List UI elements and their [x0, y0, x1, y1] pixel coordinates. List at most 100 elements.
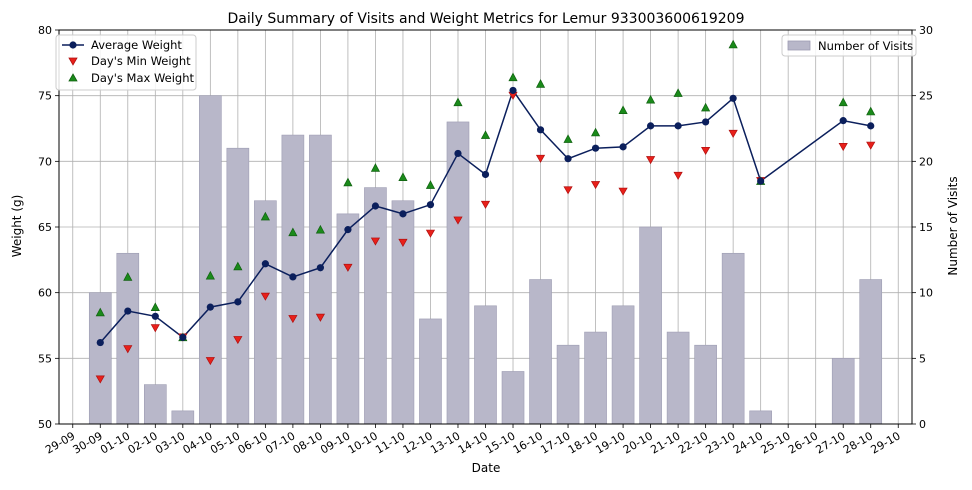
- avg-weight-point: [481, 170, 490, 179]
- min-weight-point: [123, 345, 133, 354]
- y-left-tick-label: 65: [38, 221, 52, 234]
- max-weight-point: [535, 79, 546, 88]
- y-right-tick-label: 20: [919, 155, 933, 168]
- y-right-tick-label: 5: [919, 352, 926, 365]
- legend-max-label: Day's Max Weight: [91, 71, 195, 85]
- visit-bar: [749, 410, 772, 425]
- avg-weight-point: [619, 143, 627, 151]
- max-weight-point: [618, 105, 628, 114]
- x-axis-label: Date: [472, 461, 501, 475]
- visit-bar: [199, 95, 222, 425]
- avg-weight-point: [839, 117, 847, 125]
- max-weight-point: [508, 72, 518, 82]
- min-weight-point: [480, 200, 491, 209]
- avg-weight-point: [702, 118, 710, 126]
- y-right-tick-label: 10: [919, 287, 933, 300]
- visit-bar: [419, 318, 442, 425]
- visit-bar: [309, 134, 332, 425]
- avg-weight-point: [316, 264, 325, 272]
- min-weight-point: [343, 263, 353, 272]
- min-weight-point: [398, 238, 408, 247]
- y-right-tick-label: 15: [919, 221, 933, 234]
- visit-bar: [721, 252, 745, 425]
- max-weight-point: [646, 94, 656, 104]
- y-left-tick-label: 60: [38, 287, 52, 300]
- visit-bar: [474, 305, 497, 425]
- y-left-tick-label: 55: [38, 352, 52, 365]
- max-weight-point: [205, 270, 215, 280]
- legend-visits-label: Number of Visits: [818, 39, 913, 53]
- min-weight-point: [563, 186, 573, 195]
- avg-weight-point: [509, 86, 517, 95]
- avg-weight-point: [151, 312, 159, 320]
- max-weight-point: [233, 261, 243, 271]
- avg-weight-point: [426, 201, 435, 209]
- max-weight-point: [453, 97, 463, 107]
- visit-bar: [859, 279, 883, 425]
- avg-weight-point: [646, 122, 655, 130]
- avg-weight-point: [454, 149, 462, 158]
- min-weight-point: [645, 156, 656, 165]
- y-left-tick-label: 80: [38, 24, 52, 37]
- visit-bar: [694, 344, 717, 425]
- visit-bar: [529, 279, 552, 425]
- max-weight-point: [288, 227, 298, 237]
- min-weight-point: [701, 146, 711, 156]
- legend-avg-marker-swatch: [69, 41, 77, 49]
- avg-weight-point: [867, 122, 875, 130]
- max-weight-point: [370, 163, 381, 172]
- min-weight-point: [260, 292, 270, 301]
- visit-bar: [556, 344, 580, 425]
- max-weight-point: [425, 180, 436, 189]
- legend-max-marker-swatch: [68, 73, 78, 82]
- legend-avg-label: Average Weight: [91, 38, 182, 52]
- y-left-tick-label: 50: [38, 418, 52, 431]
- visit-bar: [639, 226, 662, 425]
- avg-weight-point: [729, 94, 737, 102]
- max-weight-point: [150, 302, 160, 311]
- min-weight-point: [95, 375, 105, 384]
- avg-weight-point: [234, 298, 242, 306]
- min-weight-point: [205, 357, 215, 366]
- legend-visits: Number of Visits: [781, 34, 917, 57]
- visit-bar: [144, 384, 167, 425]
- visit-bar: [364, 187, 387, 425]
- marker-layer: [95, 39, 876, 384]
- max-weight-point: [260, 211, 270, 221]
- min-weight-point: [590, 181, 601, 190]
- visit-bar: [666, 331, 690, 425]
- y-left-tick-label: 75: [38, 90, 52, 103]
- legend-weights: Average Weight Day's Min Weight Day's Ma…: [55, 34, 197, 91]
- legend-min-label: Day's Min Weight: [91, 54, 191, 68]
- visit-bar: [391, 200, 415, 425]
- min-weight-point: [535, 154, 546, 163]
- min-weight-point: [370, 237, 381, 246]
- avg-weight-point: [289, 273, 297, 281]
- max-weight-point: [590, 127, 601, 137]
- min-weight-point: [233, 336, 243, 345]
- avg-weight-point: [206, 303, 214, 311]
- y-axis-label-left: Weight (g): [10, 195, 24, 258]
- y-axis-label-right: Number of Visits: [946, 176, 960, 275]
- visit-bar: [584, 331, 607, 425]
- avg-weight-point: [591, 144, 600, 152]
- visit-bar: [171, 410, 195, 425]
- min-weight-point: [453, 216, 463, 225]
- y-right-tick-label: 0: [919, 418, 926, 431]
- min-weight-point: [150, 324, 160, 333]
- legend-visits-swatch: [787, 40, 811, 51]
- chart-title: Daily Summary of Visits and Weight Metri…: [228, 11, 745, 27]
- avg-weight-point: [179, 333, 187, 341]
- max-weight-point: [343, 177, 353, 187]
- avg-weight-point: [371, 202, 380, 210]
- min-weight-point: [618, 187, 628, 196]
- max-weight-point: [398, 172, 408, 181]
- legend-weights-box: [55, 34, 197, 91]
- legend-min-marker-swatch: [68, 57, 78, 66]
- min-weight-point: [838, 143, 848, 152]
- avg-weight-point: [399, 210, 407, 218]
- max-weight-point: [315, 224, 325, 234]
- avg-weight-point: [757, 177, 765, 185]
